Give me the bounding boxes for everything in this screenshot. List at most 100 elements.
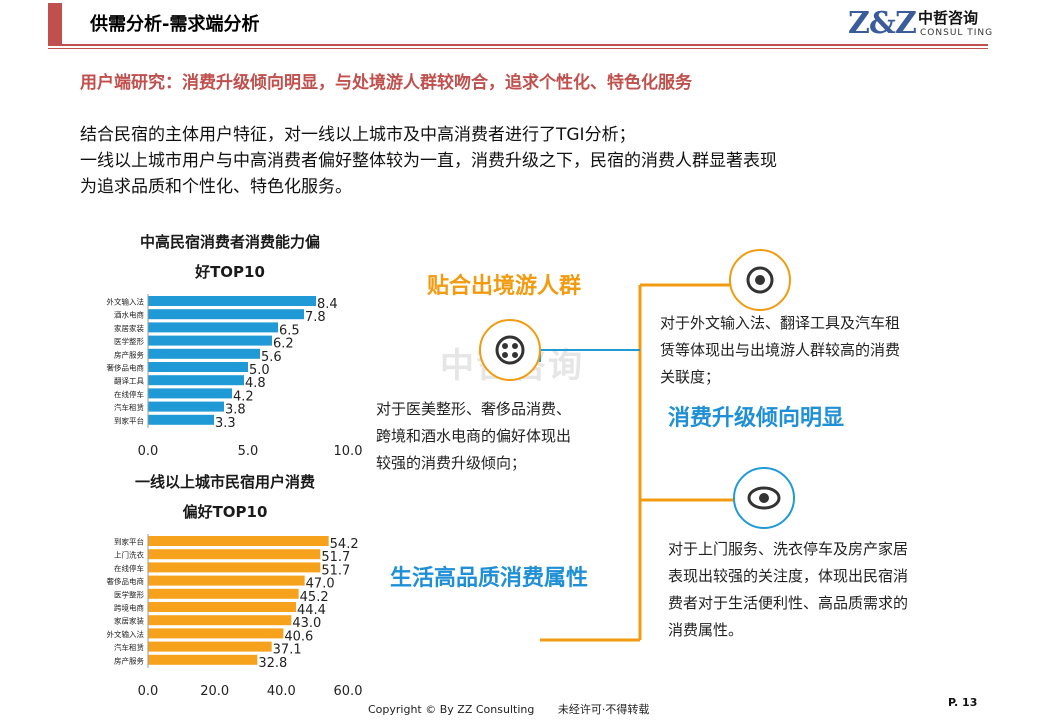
category-label: 医学整形	[114, 336, 144, 346]
chart1-title-line2: 好TOP10	[195, 263, 265, 281]
bar	[148, 335, 272, 346]
page-number: P. 13	[948, 696, 978, 709]
category-label: 汽车租赁	[114, 402, 144, 412]
company-logo-name: 中哲咨询	[918, 9, 979, 27]
x-tick-label: 40.0	[267, 684, 296, 699]
footer-copyright: Copyright © By ZZ Consulting 未经许可·不得转载	[368, 701, 649, 717]
bar	[148, 348, 260, 359]
intro-line-3: 为追求品质和个性化、特色化服务。	[80, 177, 352, 197]
right-bottom-line-1: 对于上门服务、洗衣停车及房产家居	[668, 540, 909, 558]
value-label: 5.0	[249, 363, 270, 378]
category-label: 到家平台	[114, 415, 144, 425]
chart2-title-line2: 偏好TOP10	[182, 503, 268, 521]
chart2-title: 一线以上城市民宿用户消费 偏好TOP10	[75, 467, 375, 527]
value-label: 51.7	[321, 563, 350, 578]
right-bottom-line-3: 费者对于生活便利性、高品质需求的	[668, 594, 909, 612]
value-label: 43.0	[292, 616, 321, 631]
bar	[148, 322, 278, 333]
value-label: 6.2	[273, 337, 294, 352]
category-label: 跨境电商	[114, 603, 144, 613]
value-label: 37.1	[273, 643, 302, 658]
category-label: 房产服务	[114, 655, 144, 665]
right-top-line-3: 关联度；	[660, 368, 721, 386]
category-label: 在线停车	[114, 563, 144, 573]
value-label: 51.7	[321, 550, 350, 565]
value-label: 45.2	[300, 590, 329, 605]
category-label: 家居家装	[114, 323, 144, 333]
chart1-title-line1: 中高民宿消费者消费能力偏	[139, 233, 320, 251]
value-label: 8.4	[317, 297, 338, 312]
category-label: 外文输入法	[107, 297, 145, 307]
bar	[148, 641, 272, 652]
category-label: 翻译工具	[114, 377, 144, 386]
bar	[148, 296, 316, 306]
right-bottom-line-2: 表现出较强的关注度，体现出民宿消	[668, 567, 909, 585]
page-title: 供需分析-需求端分析	[90, 14, 260, 35]
category-label: 房产服务	[114, 349, 144, 359]
value-label: 44.4	[297, 603, 326, 618]
value-label: 32.8	[258, 656, 287, 671]
intro-line-2: 一线以上城市用户与中高消费者偏好整体较为一直，消费升级之下，民宿的消费人群显著表…	[80, 151, 777, 171]
value-label: 40.6	[284, 629, 313, 644]
value-label: 3.8	[225, 403, 246, 418]
bar	[148, 654, 258, 665]
value-label: 47.0	[306, 577, 335, 592]
diagram-heading-quality: 生活高品质消费属性	[390, 566, 589, 591]
chart1-title: 中高民宿消费者消费能力偏 好TOP10	[80, 227, 380, 287]
left-text-line-1: 对于医美整形、奢侈品消费、	[376, 400, 572, 418]
x-tick-label: 0.0	[138, 684, 159, 699]
x-tick-label: 10.0	[334, 444, 363, 459]
x-tick-label: 0.0	[138, 444, 159, 459]
x-tick-label: 60.0	[334, 684, 363, 699]
category-label: 上门洗衣	[114, 550, 144, 560]
category-label: 医学整形	[114, 589, 144, 599]
category-label: 奢侈品电商	[107, 576, 145, 586]
right-top-line-1: 对于外文输入法、翻译工具及汽车租	[660, 314, 901, 332]
diagram-heading-upgrade: 消费升级倾向明显	[668, 406, 845, 431]
diagram-right-top-text: 对于外文输入法、翻译工具及汽车租 赁等体现出与出境游人群较高的消费 关联度；	[660, 310, 960, 391]
bar	[148, 628, 284, 639]
left-text-line-2: 跨境和酒水电商的偏好体现出	[376, 427, 572, 445]
bar	[148, 615, 292, 626]
bar	[148, 362, 248, 372]
bar	[148, 562, 321, 573]
chart2-city-user-preference-bar-chart: 到家平台 54.2 上门洗衣 51.7 在线停车 51.7 奢侈品电商 47.0 医学整形 45.…	[107, 534, 363, 699]
category-label: 奢侈品电商	[107, 363, 145, 373]
header-divider-thin	[48, 48, 988, 49]
company-logo-english: CONSUL TING	[920, 28, 994, 38]
value-label: 5.6	[261, 350, 282, 365]
copyright-text: Copyright © By ZZ Consulting	[368, 703, 535, 716]
diagram-heading-outbound: 贴合出境游人群	[427, 274, 582, 299]
section-subheading: 用户端研究：消费升级倾向明显，与处境游人群较吻合，追求个性化、特色化服务	[80, 73, 692, 93]
bar	[148, 309, 304, 320]
eye-icon	[733, 467, 795, 529]
right-bottom-line-4: 消费属性。	[668, 621, 744, 639]
value-label: 6.5	[279, 323, 300, 338]
record-target-icon	[729, 249, 791, 311]
right-top-line-2: 赁等体现出与出境游人群较高的消费	[660, 341, 901, 359]
intro-paragraph: 结合民宿的主体用户特征，对一线以上城市及中高消费者进行了TGI分析； 一线以上城…	[80, 122, 980, 200]
company-logo-mark: Z&Z	[848, 6, 917, 41]
value-label: 54.2	[330, 537, 359, 552]
bar	[148, 401, 224, 412]
category-label: 家居家装	[114, 616, 144, 626]
category-label: 到家平台	[114, 537, 144, 547]
bar	[148, 602, 296, 612]
value-label: 4.2	[233, 389, 254, 404]
bar	[148, 536, 329, 546]
bar	[148, 388, 232, 399]
value-label: 4.8	[245, 376, 266, 391]
left-text-line-3: 较强的消费升级倾向；	[376, 454, 527, 472]
x-tick-label: 5.0	[238, 444, 259, 459]
category-label: 在线停车	[114, 389, 144, 399]
film-reel-icon	[479, 319, 541, 381]
header-divider	[48, 44, 988, 46]
category-label: 酒水电商	[114, 310, 144, 320]
category-label: 外文输入法	[107, 629, 145, 639]
bar	[148, 549, 321, 560]
value-label: 7.8	[305, 310, 326, 325]
bar	[148, 588, 299, 599]
intro-line-1: 结合民宿的主体用户特征，对一线以上城市及中高消费者进行了TGI分析；	[80, 125, 636, 145]
diagram-left-text: 对于医美整形、奢侈品消费、 跨境和酒水电商的偏好体现出 较强的消费升级倾向；	[376, 396, 636, 477]
category-label: 汽车租赁	[114, 642, 144, 652]
